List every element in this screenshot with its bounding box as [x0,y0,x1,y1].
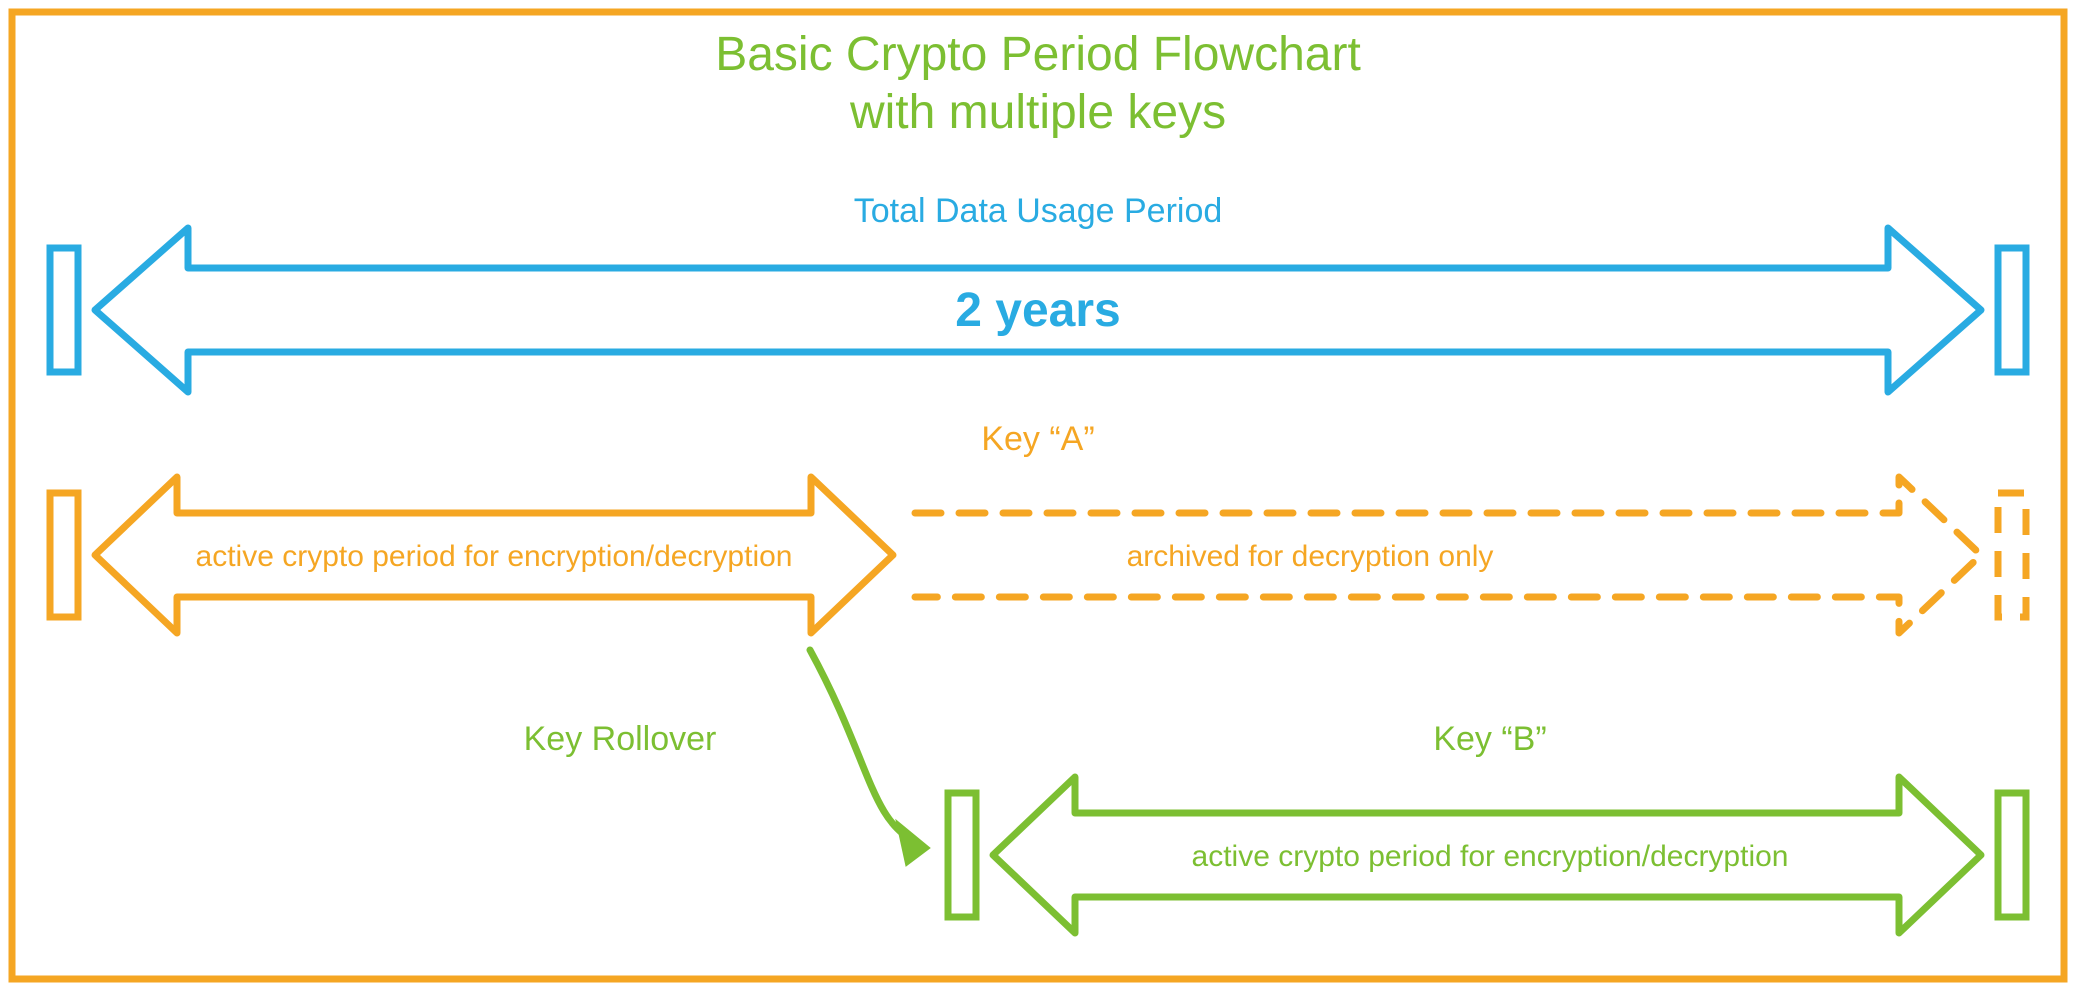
key-b-label: active crypto period for encryption/decr… [1192,840,1789,873]
diagram-title-line2: with multiple keys [849,86,1226,139]
key-rollover-label: Key Rollover [524,720,717,758]
key-a-left-cap [50,493,78,617]
key-a-archived-label: archived for decryption only [1127,540,1494,573]
total-period-label: Total Data Usage Period [854,192,1223,230]
key-b-title: Key “B” [1433,720,1546,758]
outer-frame [12,12,2064,979]
key-b-left-cap [948,793,976,917]
key-a-active-label: active crypto period for encryption/decr… [196,540,793,573]
key-a-title: Key “A” [981,420,1094,458]
total-period-left-cap [50,248,78,372]
total-period-right-cap [1998,248,2026,372]
key-b-right-cap [1998,793,2026,917]
key-a-right-cap [1998,493,2026,617]
key-rollover-curve [810,650,916,842]
diagram-title-line1: Basic Crypto Period Flowchart [715,28,1361,81]
key-rollover-arrowhead-icon [896,820,930,866]
total-period-value: 2 years [955,284,1121,337]
